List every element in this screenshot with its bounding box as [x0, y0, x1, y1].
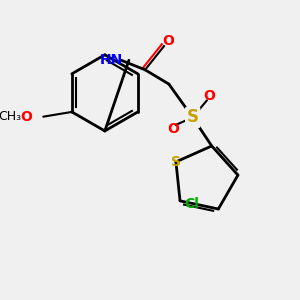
Text: HN: HN: [100, 53, 123, 67]
Text: O: O: [20, 110, 32, 124]
Text: O: O: [203, 89, 215, 103]
Text: S: S: [187, 108, 199, 126]
Text: O: O: [168, 122, 180, 136]
Text: O: O: [162, 34, 174, 48]
Text: CH₃: CH₃: [0, 110, 22, 123]
Text: S: S: [171, 155, 181, 169]
Text: Cl: Cl: [184, 197, 199, 211]
